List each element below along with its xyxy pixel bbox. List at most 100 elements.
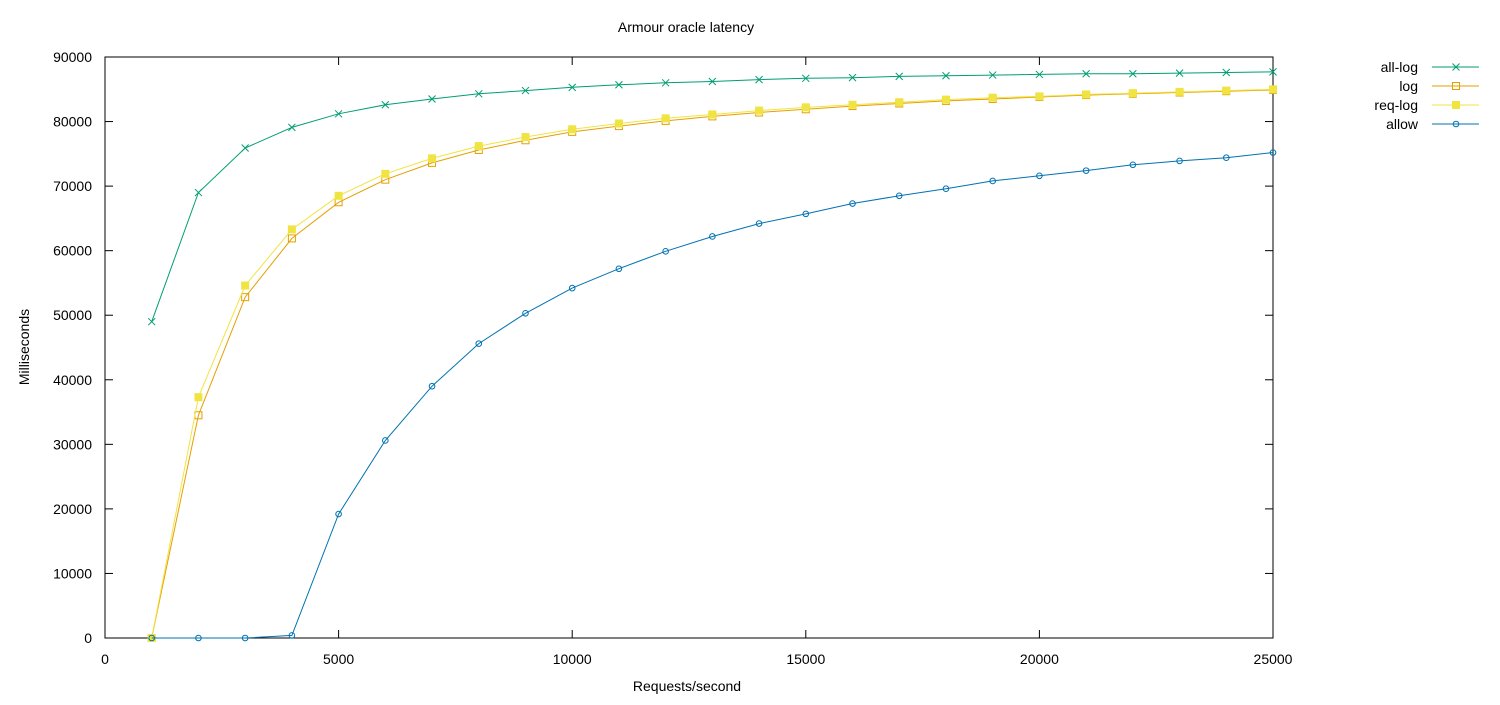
data-point-all-log bbox=[241, 144, 250, 152]
data-point-allow bbox=[1036, 172, 1043, 180]
data-point-req-log bbox=[708, 110, 717, 119]
data-point-req-log bbox=[241, 281, 250, 290]
data-point-req-log bbox=[614, 119, 623, 128]
y-tick-label: 50000 bbox=[53, 307, 92, 323]
y-tick-label: 40000 bbox=[53, 372, 92, 388]
data-point-req-log bbox=[1128, 89, 1137, 98]
x-tick-label: 0 bbox=[101, 651, 109, 667]
data-point-req-log bbox=[755, 106, 764, 115]
legend-label: allow bbox=[1386, 116, 1419, 132]
data-point-all-log bbox=[1128, 69, 1137, 78]
x-tick-label: 15000 bbox=[786, 651, 825, 667]
data-point-allow bbox=[1269, 149, 1277, 156]
data-point-all-log bbox=[895, 72, 904, 81]
data-point-allow bbox=[1082, 167, 1090, 174]
data-point-allow bbox=[288, 632, 296, 639]
data-point-allow bbox=[942, 185, 950, 192]
data-point-all-log bbox=[428, 95, 436, 103]
data-point-all-log bbox=[521, 86, 530, 95]
data-point-all-log bbox=[708, 77, 717, 86]
y-tick-label: 90000 bbox=[53, 49, 92, 65]
data-point-req-log bbox=[941, 95, 950, 104]
data-point-req-log bbox=[895, 98, 904, 107]
legend-entry-log: log bbox=[1399, 78, 1479, 94]
series-all-log bbox=[147, 67, 1277, 326]
data-point-all-log bbox=[334, 109, 343, 118]
data-point-all-log bbox=[1222, 68, 1231, 77]
x-tick-label: 5000 bbox=[323, 651, 354, 667]
data-point-log bbox=[241, 293, 250, 302]
data-point-all-log bbox=[661, 78, 670, 87]
data-point-allow bbox=[522, 309, 529, 317]
y-tick-label: 80000 bbox=[53, 114, 92, 130]
data-point-req-log bbox=[848, 100, 857, 109]
legend: all-log log req-log allow bbox=[1374, 59, 1479, 132]
legend-marker bbox=[1452, 101, 1460, 109]
data-point-all-log bbox=[848, 73, 857, 82]
legend-marker bbox=[1452, 63, 1460, 71]
data-point-req-log bbox=[568, 125, 577, 134]
data-point-req-log bbox=[1082, 90, 1091, 99]
series-line-log bbox=[151, 89, 1274, 639]
data-point-req-log bbox=[428, 154, 437, 163]
data-point-allow bbox=[615, 265, 623, 273]
axes: 0100002000030000400005000060000700008000… bbox=[53, 49, 1293, 667]
series-line-allow bbox=[151, 152, 1274, 639]
y-tick-label: 70000 bbox=[53, 178, 92, 194]
data-point-req-log bbox=[521, 133, 530, 142]
data-point-allow bbox=[802, 210, 810, 218]
data-point-allow bbox=[241, 634, 249, 642]
y-tick-label: 30000 bbox=[53, 436, 92, 452]
data-point-all-log bbox=[474, 89, 483, 98]
data-point-allow bbox=[568, 284, 576, 292]
data-point-all-log bbox=[1082, 69, 1090, 78]
data-point-allow bbox=[475, 340, 483, 347]
data-point-all-log bbox=[1035, 70, 1044, 79]
data-point-allow bbox=[382, 437, 389, 444]
series-req-log bbox=[147, 85, 1277, 642]
data-point-req-log bbox=[287, 225, 296, 234]
y-tick-label: 20000 bbox=[53, 501, 92, 517]
data-point-req-log bbox=[1035, 92, 1044, 101]
data-point-all-log bbox=[755, 75, 763, 84]
legend-marker bbox=[1452, 120, 1460, 128]
data-point-allow bbox=[195, 634, 202, 642]
data-point-allow bbox=[428, 382, 436, 390]
legend-entry-req-log: req-log bbox=[1374, 97, 1479, 113]
data-point-req-log bbox=[334, 191, 343, 200]
legend-entry-all-log: all-log bbox=[1381, 59, 1479, 75]
data-point-req-log bbox=[1269, 85, 1277, 94]
y-tick-label: 0 bbox=[84, 630, 92, 646]
data-point-allow bbox=[755, 220, 763, 227]
y-tick-label: 60000 bbox=[53, 243, 92, 259]
data-point-req-log bbox=[661, 114, 670, 123]
y-tick-label: 10000 bbox=[53, 565, 92, 581]
x-tick-label: 25000 bbox=[1254, 651, 1293, 667]
data-point-allow bbox=[849, 200, 856, 207]
y-axis-label: Milliseconds bbox=[16, 309, 32, 385]
data-point-allow bbox=[662, 248, 669, 255]
legend-marker bbox=[1452, 82, 1460, 90]
series-allow bbox=[148, 149, 1277, 642]
data-point-allow bbox=[1176, 157, 1183, 165]
data-point-allow bbox=[335, 510, 342, 518]
legend-entry-allow: allow bbox=[1386, 116, 1479, 132]
series-layer bbox=[147, 67, 1277, 642]
series-line-all-log bbox=[151, 71, 1274, 322]
data-point-all-log bbox=[194, 188, 203, 197]
data-point-req-log bbox=[988, 93, 997, 102]
data-point-all-log bbox=[568, 83, 577, 92]
data-point-req-log bbox=[801, 103, 810, 112]
data-point-allow bbox=[1129, 161, 1137, 169]
x-tick-label: 20000 bbox=[1020, 651, 1059, 667]
data-point-allow bbox=[895, 192, 903, 200]
data-point-all-log bbox=[381, 100, 390, 109]
data-point-all-log bbox=[288, 123, 296, 132]
data-point-all-log bbox=[147, 317, 156, 326]
data-point-all-log bbox=[615, 80, 623, 89]
data-point-req-log bbox=[1222, 86, 1231, 95]
data-point-all-log bbox=[1269, 67, 1277, 76]
data-point-allow bbox=[1222, 154, 1230, 162]
